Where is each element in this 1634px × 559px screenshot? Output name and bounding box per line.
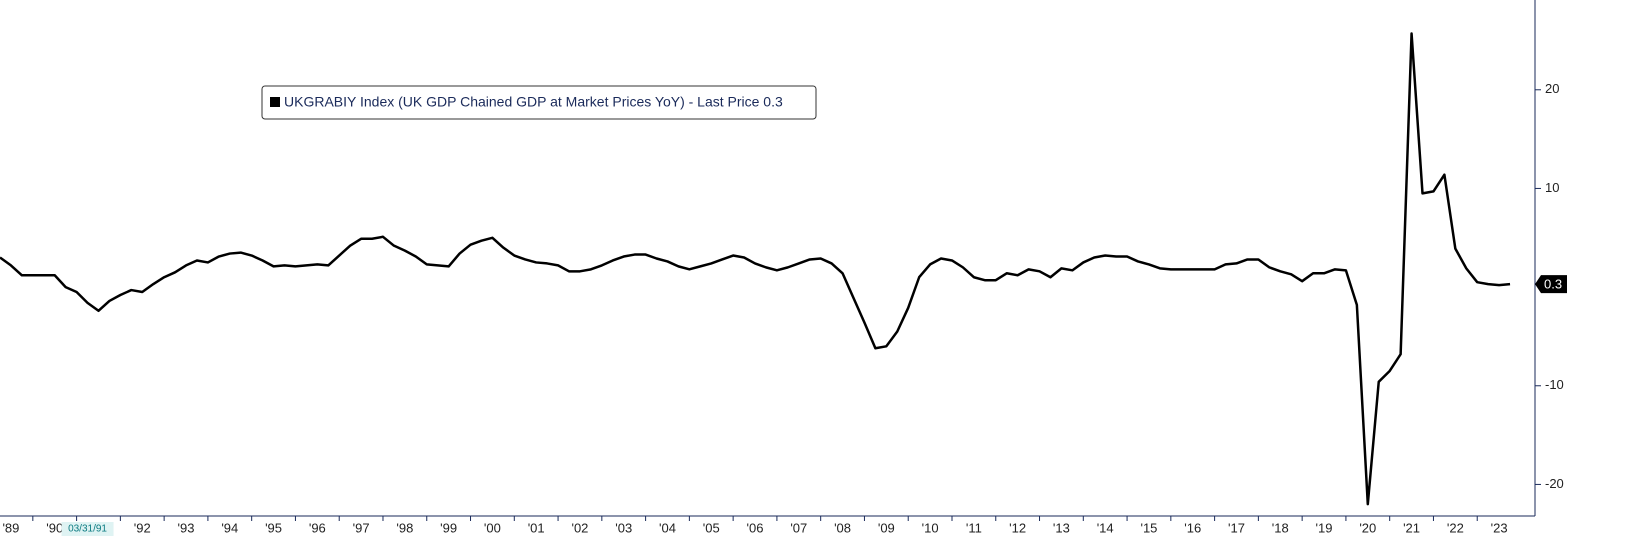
x-tick-label: '14	[1097, 520, 1114, 535]
x-tick-label: '18	[1272, 520, 1289, 535]
y-tick-label: -10	[1545, 377, 1564, 392]
annotation-box	[61, 522, 114, 536]
last-price-label: 0.3	[1544, 277, 1562, 292]
x-tick-label: '19	[1316, 520, 1333, 535]
x-tick-label: '09	[878, 520, 895, 535]
x-tick-label: '00	[484, 520, 501, 535]
series-line	[0, 32, 1511, 506]
x-tick-label: '10	[922, 520, 939, 535]
x-tick-label: '95	[265, 520, 282, 535]
x-tick-label: '01	[528, 520, 545, 535]
x-tick-label: '96	[309, 520, 326, 535]
x-tick-label: '94	[221, 520, 238, 535]
x-tick-label: '15	[1140, 520, 1157, 535]
legend: UKGRABIY Index (UK GDP Chained GDP at Ma…	[261, 85, 817, 120]
x-tick-label: '17	[1228, 520, 1245, 535]
y-tick-label: 20	[1545, 81, 1559, 96]
x-tick-label: '21	[1403, 520, 1420, 535]
x-tick-label: '89	[2, 520, 19, 535]
legend-swatch	[270, 97, 280, 107]
x-tick-label: '16	[1184, 520, 1201, 535]
x-tick-label: '99	[440, 520, 457, 535]
legend-box	[261, 85, 817, 120]
x-tick-label: '12	[1009, 520, 1026, 535]
legend-label: UKGRABIY Index (UK GDP Chained GDP at Ma…	[284, 94, 783, 110]
x-tick-label: '03	[615, 520, 632, 535]
x-tick-label: '11	[966, 520, 982, 535]
x-tick-label: '08	[834, 520, 851, 535]
x-tick-label: '98	[396, 520, 413, 535]
x-tick-label: '23	[1491, 520, 1508, 535]
x-tick-label: '97	[353, 520, 370, 535]
x-tick-label: '06	[747, 520, 764, 535]
x-tick-label: '13	[1053, 520, 1070, 535]
x-tick-label: '22	[1447, 520, 1464, 535]
x-tick-label: '02	[571, 520, 588, 535]
last-price-tag	[1535, 275, 1567, 294]
y-tick-label: 10	[1545, 180, 1559, 195]
x-tick-label: '92	[134, 520, 151, 535]
x-tick-label: '20	[1359, 520, 1376, 535]
y-tick-label: -20	[1545, 476, 1564, 491]
x-tick-label: '07	[790, 520, 807, 535]
x-tick-label: '05	[703, 520, 720, 535]
x-tick-label: '90	[46, 520, 63, 535]
annotation: 03/31/91	[68, 524, 107, 535]
x-tick-label: '04	[659, 520, 676, 535]
x-tick-label: '93	[178, 520, 195, 535]
